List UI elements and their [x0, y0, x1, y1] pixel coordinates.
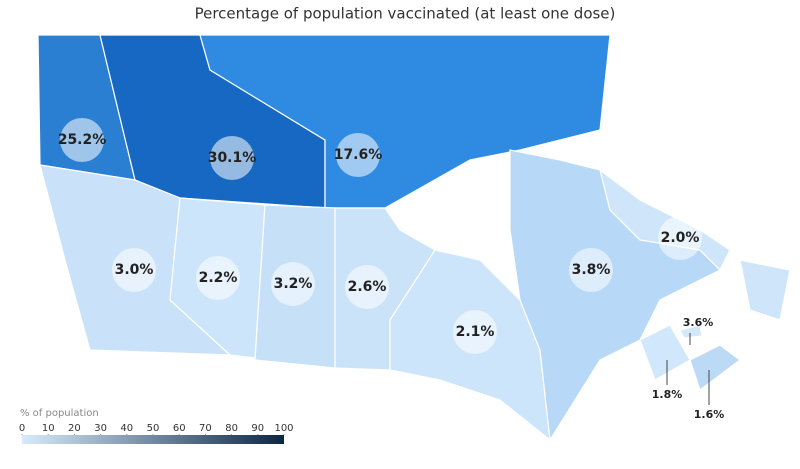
value-label: 3.8%: [572, 262, 611, 278]
legend-bar: [22, 435, 284, 444]
value-bubble: [336, 133, 380, 177]
legend-tick-label: 10: [42, 423, 55, 434]
legend-tick-label: 80: [225, 423, 238, 434]
legend-tick-label: 60: [173, 423, 186, 434]
legend-tick-label: 20: [68, 423, 81, 434]
value-bubble: [196, 256, 240, 300]
value-label: 3.0%: [115, 262, 154, 278]
region: [739, 259, 791, 321]
legend-tick-label: 70: [199, 423, 212, 434]
value-label: 1.6%: [694, 408, 725, 421]
value-bubble: [271, 262, 315, 306]
value-label: 25.2%: [58, 132, 107, 148]
value-bubble: [112, 248, 156, 292]
legend-tick-label: 100: [274, 423, 293, 434]
legend-tick-label: 50: [147, 423, 160, 434]
value-bubble: [453, 310, 497, 354]
value-label: 1.8%: [652, 388, 683, 401]
value-bubble: [658, 216, 702, 260]
legend-tick-label: 30: [94, 423, 107, 434]
value-label: 2.2%: [199, 270, 238, 286]
value-label: 2.1%: [456, 324, 495, 340]
region: [199, 34, 611, 209]
legend-tick-label: 40: [120, 423, 133, 434]
region: [689, 344, 741, 391]
value-bubble: [345, 265, 389, 309]
region: [679, 324, 703, 339]
value-bubble: [569, 248, 613, 292]
value-bubble: [210, 136, 254, 180]
legend-title: % of population: [20, 408, 99, 419]
map-title: Percentage of population vaccinated (at …: [195, 5, 616, 23]
value-label: 2.6%: [348, 279, 387, 295]
value-label: 17.6%: [334, 147, 383, 163]
value-label: 2.0%: [661, 230, 700, 246]
region: [639, 324, 691, 381]
legend-tick-label: 0: [19, 423, 25, 434]
value-label: 30.1%: [208, 150, 257, 166]
value-label: 3.2%: [274, 276, 313, 292]
value-label: 3.6%: [683, 316, 714, 329]
legend-tick-label: 90: [251, 423, 264, 434]
value-bubble: [60, 118, 104, 162]
